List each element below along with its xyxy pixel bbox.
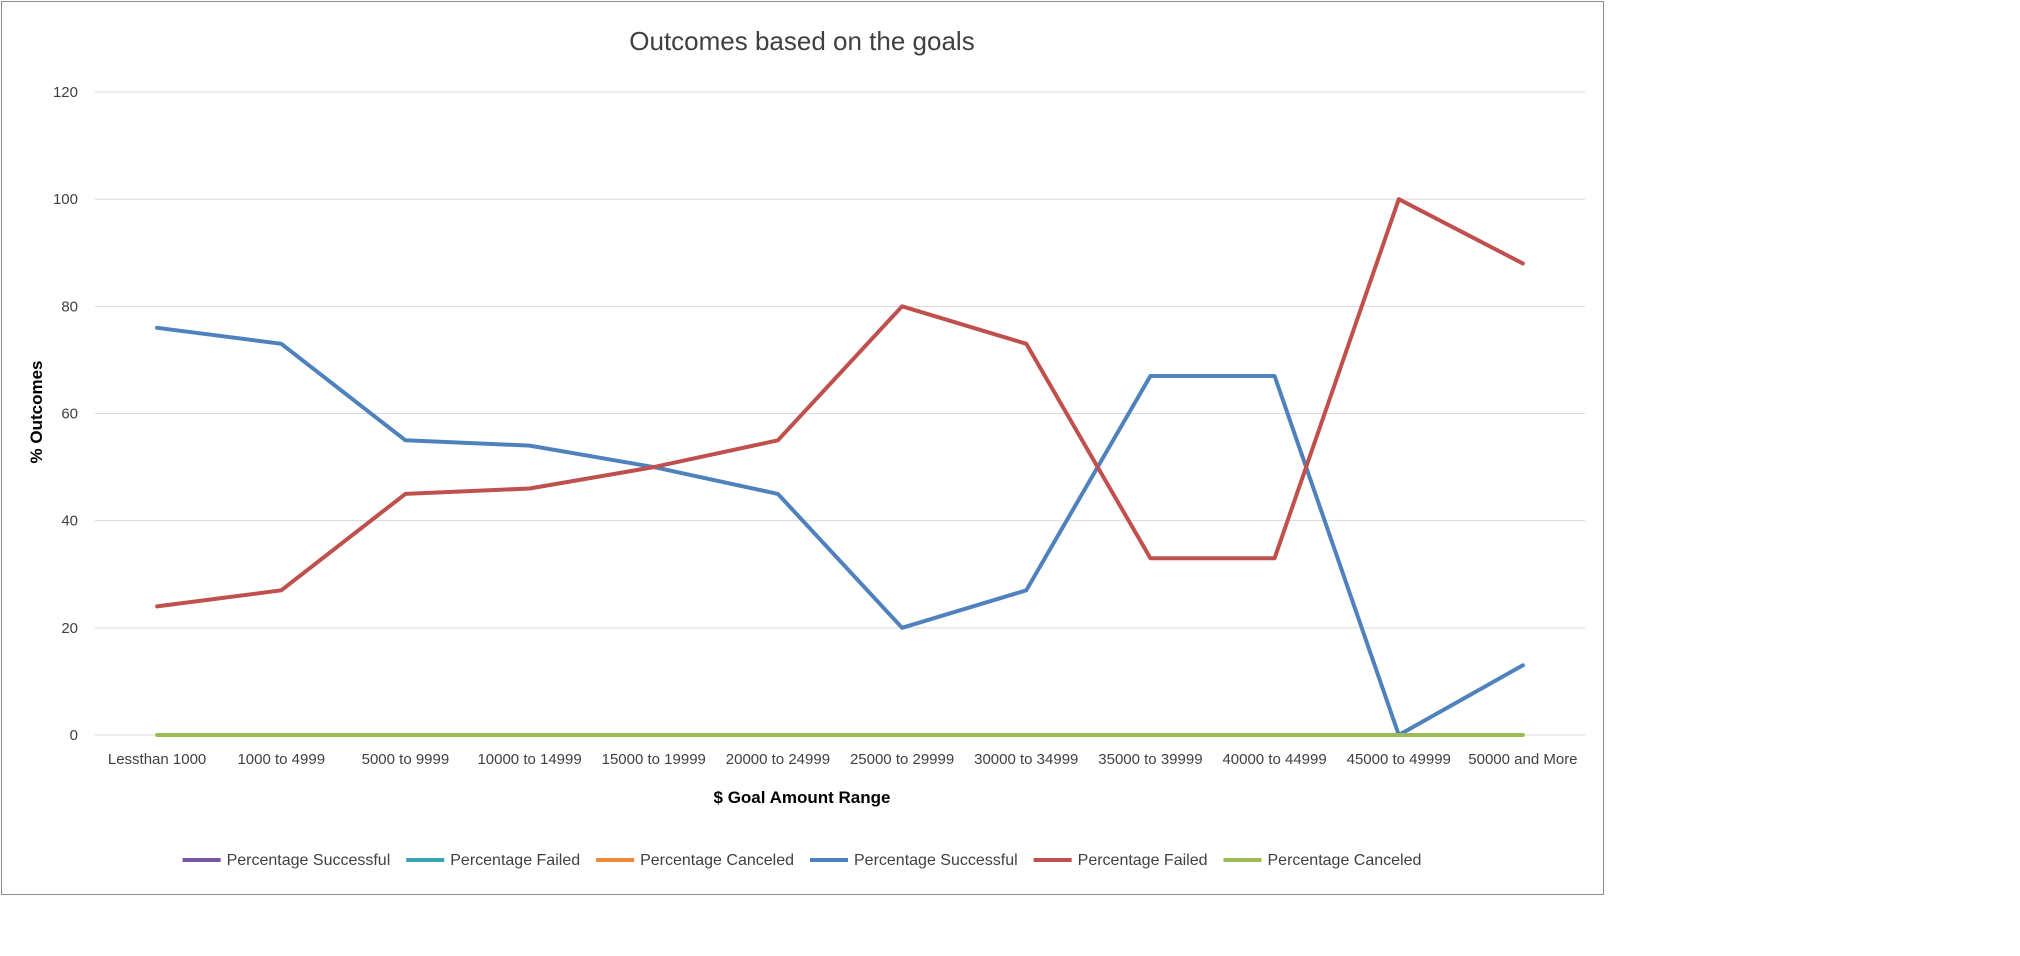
legend-label: Percentage Failed: [450, 852, 580, 869]
x-axis-title: $ Goal Amount Range: [714, 788, 891, 807]
x-tick-label: 45000 to 49999: [1347, 751, 1451, 768]
x-tick-label: Lessthan 1000: [108, 751, 206, 768]
x-tick-label: 25000 to 29999: [850, 751, 954, 768]
x-tick-label: 5000 to 9999: [362, 751, 450, 768]
legend-label: Percentage Canceled: [640, 852, 794, 869]
gridlines: [95, 91, 1585, 736]
y-tick-label: 20: [61, 620, 78, 637]
x-tick-label: 50000 and More: [1468, 751, 1577, 768]
y-tick-label: 80: [61, 298, 78, 315]
legend-label: Percentage Successful: [854, 852, 1018, 869]
x-tick-label: 1000 to 4999: [237, 751, 325, 768]
legend-item: Percentage Failed: [406, 852, 580, 869]
y-tick-label: 0: [70, 727, 78, 744]
chart-title: Outcomes based on the goals: [629, 26, 974, 56]
legend: Percentage Successful Percentage Failed Pe…: [182, 852, 1422, 869]
y-tick-label: 40: [61, 513, 78, 530]
y-tick-label: 120: [53, 84, 78, 101]
y-tick-label: 100: [53, 191, 78, 208]
y-axis-title: % Outcomes: [27, 361, 46, 464]
x-tick-label: 20000 to 24999: [726, 751, 830, 768]
series-line: [155, 325, 1525, 737]
x-tick-label: 10000 to 14999: [477, 751, 581, 768]
y-axis-tick-labels: 0 20 40 60 80 100 120: [53, 84, 78, 744]
series-lines: [155, 197, 1525, 737]
legend-item: Percentage Canceled: [1223, 852, 1422, 869]
legend-item: Percentage Successful: [182, 852, 391, 869]
x-tick-label: 35000 to 39999: [1098, 751, 1202, 768]
x-tick-label: 15000 to 19999: [602, 751, 706, 768]
legend-item: Percentage Canceled: [596, 852, 794, 869]
legend-item: Percentage Successful: [810, 852, 1018, 869]
legend-label: Percentage Failed: [1078, 852, 1208, 869]
x-tick-label: 30000 to 34999: [974, 751, 1078, 768]
x-axis-tick-labels: Lessthan 1000 1000 to 4999 5000 to 9999 100…: [108, 751, 1578, 768]
legend-item: Percentage Failed: [1033, 852, 1208, 869]
chart-area: [1, 1, 1604, 895]
legend-label: Percentage Successful: [227, 852, 391, 869]
x-tick-label: 40000 to 44999: [1222, 751, 1326, 768]
legend-label: Percentage Canceled: [1268, 852, 1422, 869]
y-tick-label: 60: [61, 406, 78, 423]
series-line: [155, 197, 1525, 609]
